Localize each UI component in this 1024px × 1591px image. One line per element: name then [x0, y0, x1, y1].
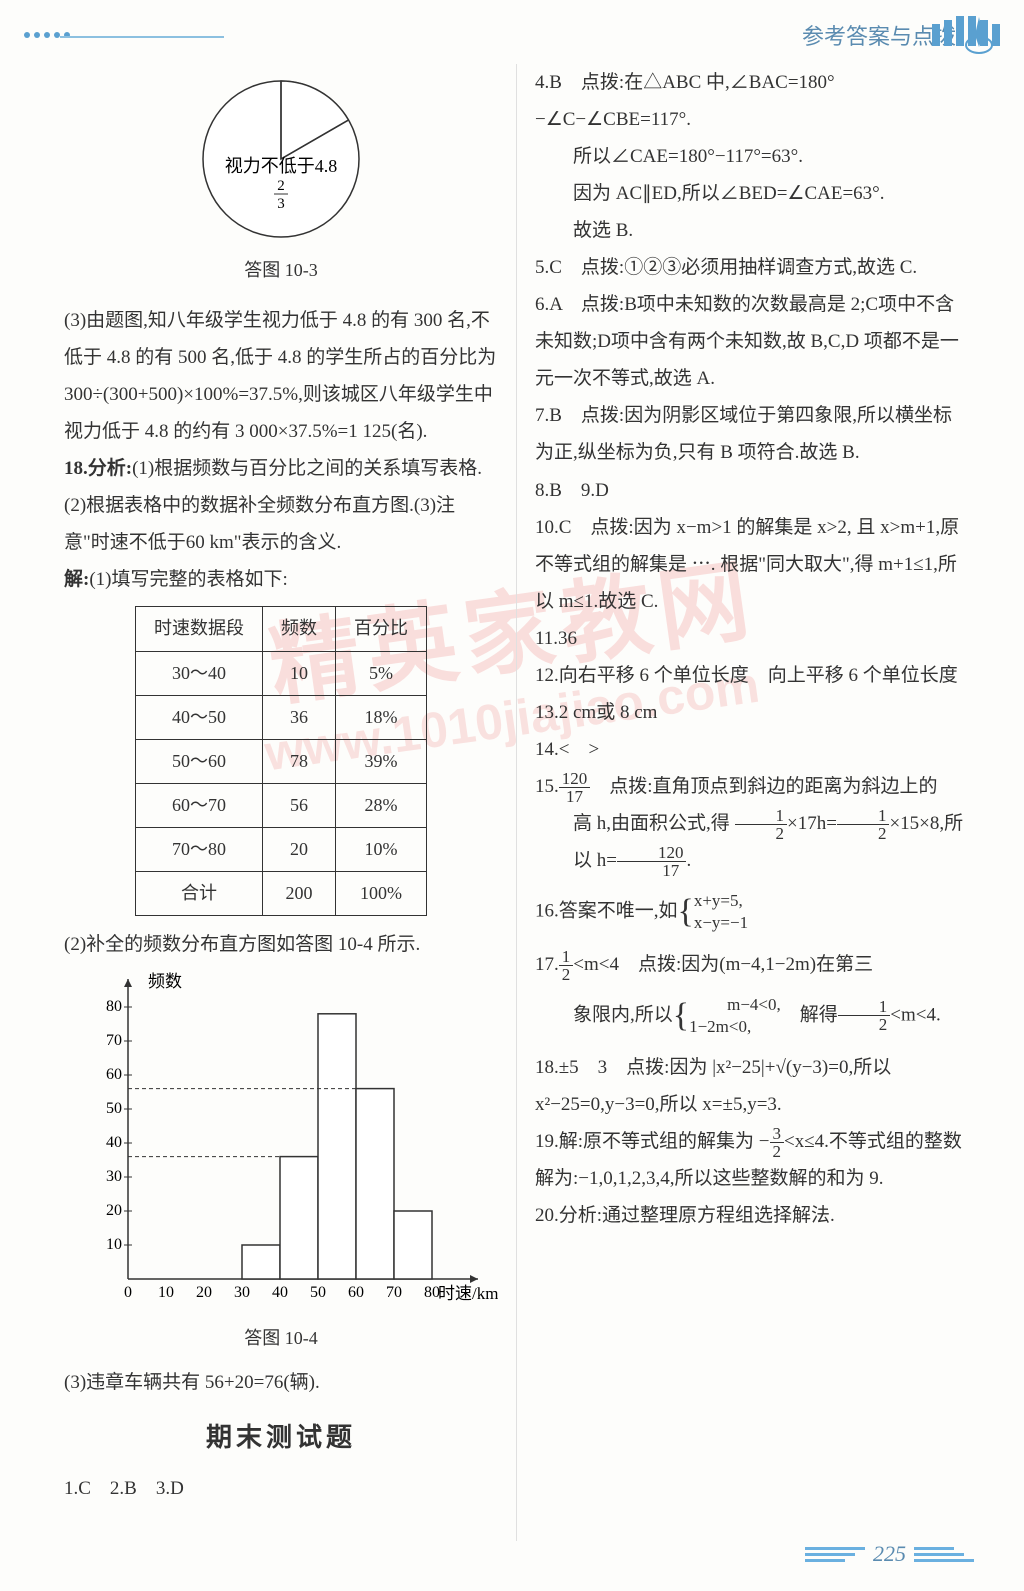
table-row: 合计200100% [136, 872, 427, 916]
histogram-chart: 频数 时速/km 10 20 30 40 50 60 70 80 0 10 20… [78, 969, 498, 1319]
svg-text:60: 60 [348, 1284, 364, 1301]
final-section-title: 期末测试题 [64, 1413, 498, 1464]
answer-6: 6.A 点拨:B项中未知数的次数最高是 2;C项中不含未知数;D项中含有两个未知… [535, 286, 970, 397]
table-row: 30～40105% [136, 651, 427, 695]
answer-4c: 因为 AC∥ED,所以∠BED=∠CAE=63°. [535, 175, 970, 212]
table-header: 百分比 [336, 607, 427, 651]
answer-8-9: 8.B 9.D [535, 472, 970, 509]
q18-sol: 解:(1)填写完整的表格如下: [64, 561, 498, 598]
svg-text:60: 60 [106, 1066, 122, 1083]
svg-text:80: 80 [106, 998, 122, 1015]
svg-text:20: 20 [106, 1202, 122, 1219]
q17-part3: (3)由题图,知八年级学生视力低于 4.8 的有 300 名,不低于 4.8 的… [64, 302, 498, 450]
histogram-caption: 答图 10-4 [64, 1321, 498, 1356]
footer-decor [805, 1547, 865, 1562]
svg-text:70: 70 [106, 1032, 122, 1049]
answer-15c: 高 h,由面积公式,得 12×17h=12×15×8,所 [535, 805, 970, 842]
table-header: 频数 [263, 607, 336, 651]
q18-sol3: (3)违章车辆共有 56+20=76(辆). [64, 1364, 498, 1401]
answer-4a: 4.B 点拨:在△ABC 中,∠BAC=180°−∠C−∠CBE=117°. [535, 64, 970, 138]
right-column: 4.B 点拨:在△ABC 中,∠BAC=180°−∠C−∠CBE=117°. 所… [517, 64, 980, 1541]
q15-text: 点拨:直角顶点到斜边的距离为斜边上的 [590, 776, 937, 797]
table-header: 时速数据段 [136, 607, 263, 651]
q18-analysis: 18.分析:(1)根据频数与百分比之间的关系填写表格.(2)根据表格中的数据补全… [64, 450, 498, 561]
svg-text:30: 30 [234, 1284, 250, 1301]
svg-text:10: 10 [158, 1284, 174, 1301]
pie-frac-top: 2 [277, 178, 285, 194]
table-row: 50～607839% [136, 739, 427, 783]
svg-text:70: 70 [386, 1284, 402, 1301]
pie-inner-label: 视力不低于4.8 [225, 156, 338, 176]
page-number: 225 [873, 1541, 906, 1567]
svg-text:80: 80 [424, 1284, 440, 1301]
answer-12: 12.向右平移 6 个单位长度 向上平移 6 个单位长度 [535, 657, 970, 694]
answer-13: 13.2 cm或 8 cm [535, 694, 970, 731]
content-area: 视力不低于4.8 2 3 答图 10-3 (3)由题图,知八年级学生视力低于 4… [54, 64, 980, 1541]
answer-4b: 所以∠CAE=180°−117°=63°. [535, 138, 970, 175]
q15-label: 15. [535, 776, 559, 797]
svg-text:20: 20 [196, 1284, 212, 1301]
answer-15d: 以 h=12017. [535, 842, 970, 879]
histogram-ylabel: 频数 [148, 972, 182, 991]
answer-17b: 象限内,所以{m−4<0,1−2m<0, 解得12<m<4. [535, 983, 970, 1049]
page-number-area: 225 [805, 1541, 974, 1567]
svg-text:50: 50 [106, 1100, 122, 1117]
header-bars [932, 16, 1000, 46]
table-row: 70～802010% [136, 827, 427, 871]
q18-sol1: (1)填写完整的表格如下: [89, 569, 287, 590]
answer-4d: 故选 B. [535, 212, 970, 249]
page-header: 参考答案与点拨 [0, 10, 1024, 60]
final-answers-line: 1.C 2.B 3.D [64, 1470, 498, 1507]
left-column: 视力不低于4.8 2 3 答图 10-3 (3)由题图,知八年级学生视力低于 4… [54, 64, 517, 1541]
svg-text:40: 40 [106, 1134, 122, 1151]
table-row: 40～503618% [136, 695, 427, 739]
svg-text:0: 0 [124, 1284, 132, 1301]
svg-text:10: 10 [106, 1236, 122, 1253]
answer-10: 10.C 点拨:因为 x−m>1 的解集是 x>2, 且 x>m+1,原不等式组… [535, 509, 970, 620]
pie-chart: 视力不低于4.8 2 3 [181, 74, 381, 249]
q18-sol-label: 解: [64, 569, 89, 590]
svg-text:40: 40 [272, 1284, 288, 1301]
histogram-xlabel: 时速/km [438, 1284, 498, 1303]
answer-16: 16.答案不唯一,如{x+y=5,x−y=−1 [535, 879, 970, 945]
q18-analysis-label: 分析: [88, 458, 132, 479]
q18-sol2: (2)补全的频数分布直方图如答图 10-4 所示. [64, 926, 498, 963]
answer-5: 5.C 点拨:①②③必须用抽样调查方式,故选 C. [535, 249, 970, 286]
answer-19: 19.解:原不等式组的解集为 −32<x≤4.不等式组的整数解为:−1,0,1,… [535, 1123, 970, 1197]
answer-17a: 17.12<m<4 点拨:因为(m−4,1−2m)在第三 [535, 946, 970, 983]
pie-frac-bot: 3 [277, 196, 285, 212]
q18-label: 18. [64, 458, 88, 479]
header-line [60, 36, 224, 38]
table-header-row: 时速数据段 频数 百分比 [136, 607, 427, 651]
svg-text:50: 50 [310, 1284, 326, 1301]
answer-11: 11.36 [535, 620, 970, 657]
frequency-table: 时速数据段 频数 百分比 30～40105% 40～503618% 50～607… [135, 606, 427, 916]
answer-15a: 15.12017 点拨:直角顶点到斜边的距离为斜边上的 [535, 768, 970, 805]
answer-14: 14.< > [535, 731, 970, 768]
answer-7: 7.B 点拨:因为阴影区域位于第四象限,所以横坐标为正,纵坐标为负,只有 B 项… [535, 397, 970, 471]
svg-text:30: 30 [106, 1168, 122, 1185]
table-row: 60～705628% [136, 783, 427, 827]
footer-decor [914, 1547, 974, 1562]
pie-caption: 答图 10-3 [64, 253, 498, 288]
answer-20: 20.分析:通过整理原方程组选择解法. [535, 1197, 970, 1234]
answer-18: 18.±5 3 点拨:因为 |x²−25|+√(y−3)=0,所以 x²−25=… [535, 1049, 970, 1123]
